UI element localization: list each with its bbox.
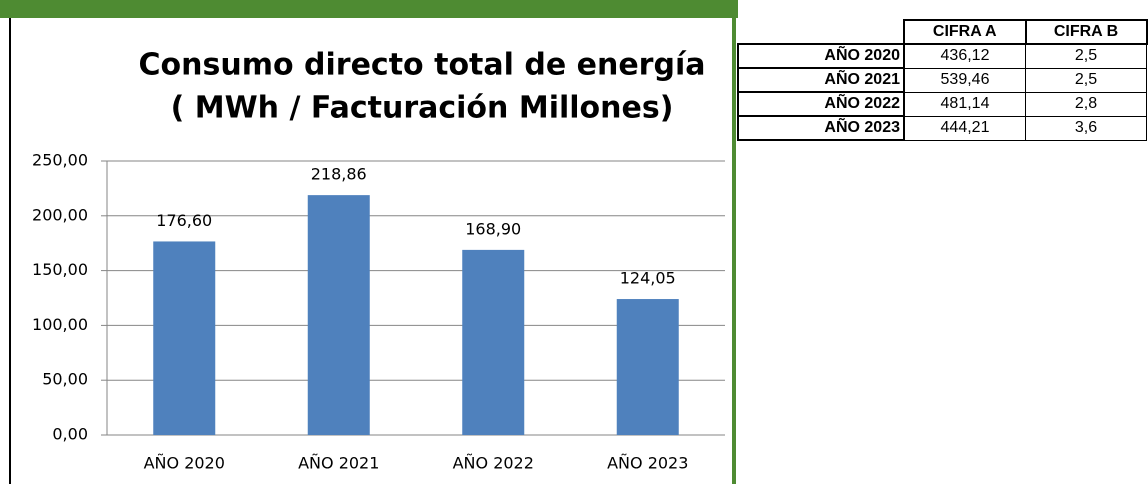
x-tick-label: AÑO 2022: [453, 454, 534, 473]
chart-title: Consumo directo total de energía: [139, 48, 706, 83]
x-tick-label: AÑO 2020: [144, 454, 225, 473]
y-tick-label: 250,00: [32, 151, 88, 170]
y-tick-label: 200,00: [32, 205, 88, 224]
y-tick-label: 0,00: [52, 425, 88, 444]
blank-cell: [738, 20, 904, 45]
cell: 444,21: [903, 115, 1026, 141]
header-row: CIFRA A CIFRA B: [738, 19, 1148, 45]
y-tick-label: 50,00: [42, 370, 88, 389]
cell: 3,6: [1025, 115, 1147, 141]
header-cell: CIFRA B: [1024, 19, 1148, 45]
header-cell: CIFRA A: [903, 19, 1027, 45]
cell: 436,12: [903, 43, 1026, 69]
row-label: AÑO 2022: [737, 91, 905, 117]
header-band: [0, 0, 738, 18]
row-label: AÑO 2020: [737, 43, 905, 69]
value-label: 176,60: [156, 211, 212, 230]
value-label: 218,86: [311, 165, 367, 184]
cell: 481,14: [903, 91, 1026, 117]
cell: 2,5: [1025, 43, 1147, 69]
bar: [307, 195, 370, 435]
row-label: AÑO 2023: [737, 115, 905, 141]
bar: [153, 241, 216, 435]
cell: 2,8: [1025, 91, 1147, 117]
cell: 539,46: [903, 67, 1026, 93]
value-label: 124,05: [620, 269, 676, 288]
table-row: AÑO 2021 539,46 2,5: [737, 67, 1147, 93]
table-row: AÑO 2020 436,12 2,5: [737, 43, 1147, 69]
y-tick-label: 100,00: [32, 315, 88, 334]
table-row: AÑO 2022 481,14 2,8: [737, 91, 1147, 117]
y-tick-label: 150,00: [32, 260, 88, 279]
row-label: AÑO 2021: [737, 67, 905, 93]
bar: [462, 249, 525, 435]
table-row: AÑO 2023 444,21 3,6: [737, 115, 1147, 141]
chart-title: ( MWh / Facturación Millones): [171, 91, 674, 126]
x-tick-label: AÑO 2023: [607, 454, 688, 473]
data-table: CIFRA A CIFRA B AÑO 2020 436,12 2,5 AÑO 2021 5…: [737, 19, 1148, 141]
value-label: 168,90: [465, 219, 521, 238]
cell: 2,5: [1025, 67, 1147, 93]
bar: [616, 299, 679, 435]
x-tick-label: AÑO 2021: [298, 454, 379, 473]
